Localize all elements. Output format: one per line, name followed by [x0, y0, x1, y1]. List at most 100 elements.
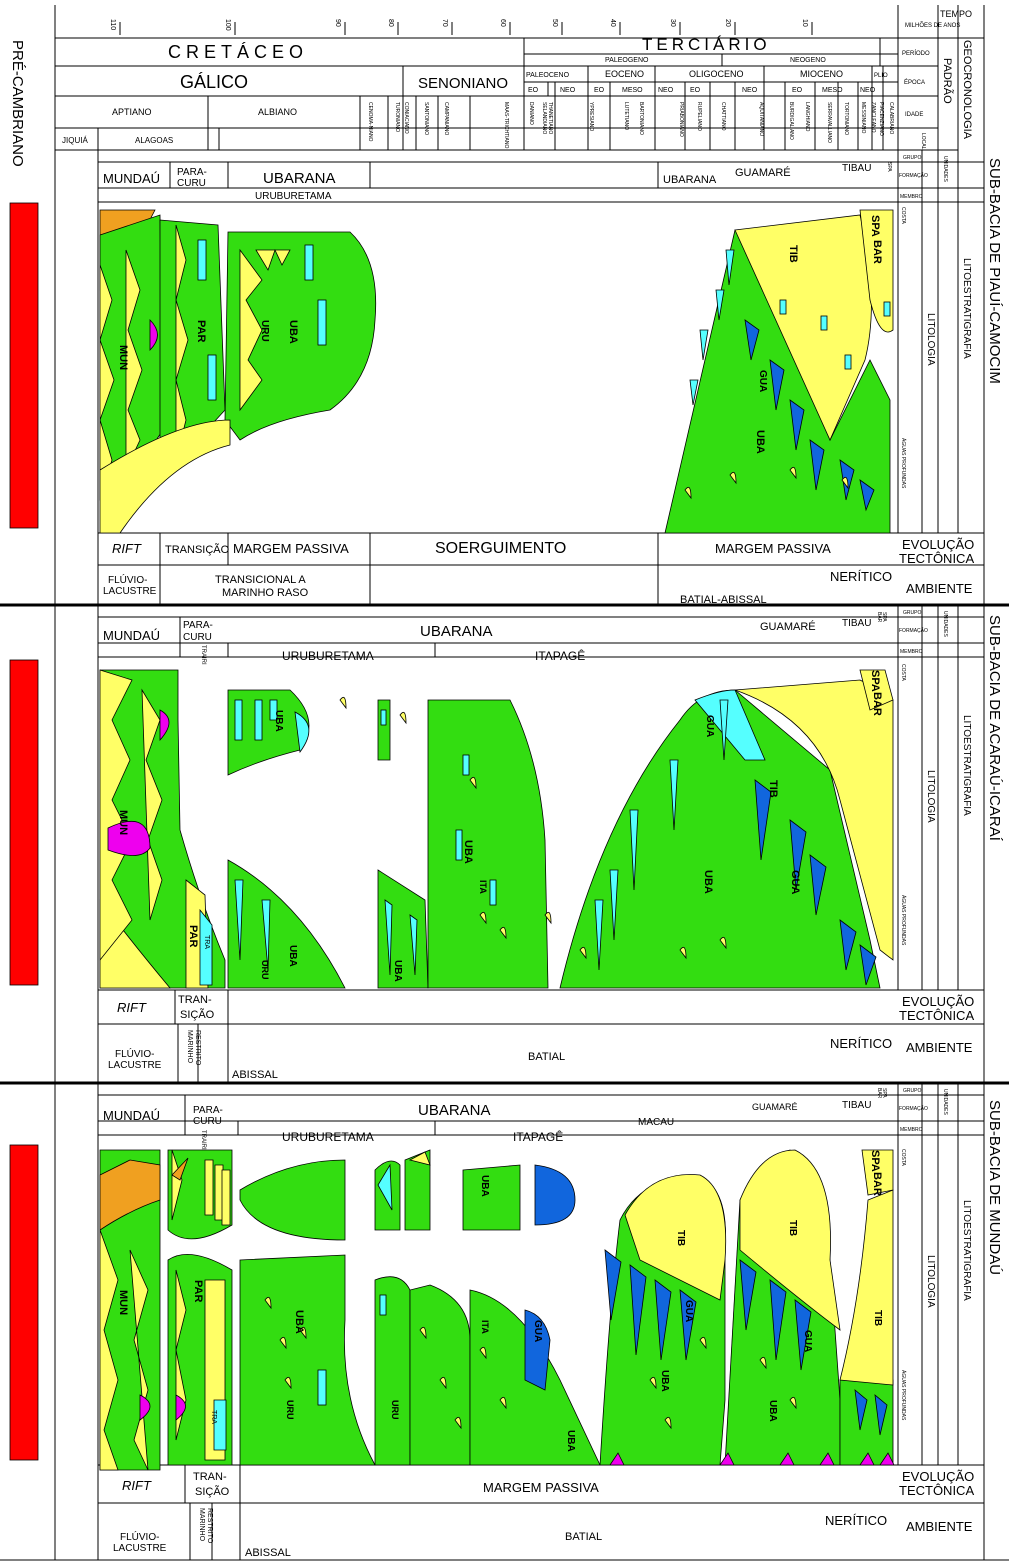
unit-label: SPA: [869, 670, 881, 692]
tectonics-label: MARGEM PASSIVA: [483, 1480, 599, 1495]
age-label: YPRESIANO: [588, 102, 594, 131]
environment-label: ABISSAL: [245, 1547, 291, 1559]
row-label-formacao: FORMAÇÃO: [899, 172, 928, 179]
formation-label: MUNDAÚ: [103, 1108, 160, 1123]
lithology-turbidite: [197, 239, 207, 281]
lithology-carbonate: [629, 1264, 647, 1356]
litho-label-litologia: LITOLOGIA: [925, 1255, 936, 1308]
lithology-evaporite: [719, 1452, 735, 1466]
unit-label: GUA: [789, 870, 801, 895]
epoch-oligoceno: OLIGOCENO: [689, 69, 744, 79]
environment-label: ABISSAL: [232, 1069, 278, 1081]
lithology-lens: [399, 711, 407, 725]
formation-label: SPA: [886, 162, 892, 172]
lithology-lens: [264, 1296, 272, 1310]
lithology-sandstone: [859, 209, 894, 333]
lithology-carbonate: [789, 399, 805, 451]
lithology-turbidite: [844, 354, 852, 370]
lithology-sandstone: [204, 1159, 214, 1216]
lithology-shale: [377, 699, 391, 761]
lithology-sandstone: [221, 1169, 231, 1226]
unit-label: UBA: [565, 1430, 576, 1452]
label-idade: IDADE: [905, 112, 923, 118]
formation-label: SPA: [881, 1088, 887, 1098]
litho-label-litoestratigrafia: LITOESTRATIGRAFIA: [961, 258, 972, 359]
row-label-membro: MEMBRO: [900, 1127, 923, 1133]
lithology-sandstone: [171, 1149, 183, 1221]
lithology-carbonate: [809, 439, 825, 491]
unit-label: GUA: [757, 370, 768, 392]
row-label-grupo: GRUPO: [903, 155, 921, 161]
litho-label-litologia: LITOLOGIA: [925, 770, 936, 823]
time-tick-label: 20: [724, 19, 731, 27]
time-header-1: TEMPO: [940, 9, 972, 19]
lithology-carbonate: [874, 1394, 888, 1436]
time-tick-label: 90: [334, 19, 341, 27]
lithology-shale: [839, 1379, 894, 1466]
panel-separators: [0, 603, 1009, 1085]
member-label: TRAIRI: [200, 1130, 206, 1150]
lithology-turbidite: [669, 759, 679, 831]
lithology-turbidite: [462, 754, 470, 776]
unit-label: PAR: [195, 320, 207, 342]
period-cretaceous: CRETÁCEO: [168, 42, 308, 62]
subperiod-paleogene: PALEOGENO: [605, 57, 649, 64]
lithology-sandstone: [408, 1151, 431, 1166]
environment-label: MARINHO RASO: [222, 587, 309, 599]
sub-epoch-label: NEO: [860, 87, 876, 94]
row-label-formacao: FORMAÇÃO: [899, 627, 928, 634]
unit-label: TRA: [210, 1410, 217, 1424]
time-tick-label: 70: [441, 19, 448, 27]
age-label: LUTETIANO: [623, 102, 629, 130]
litho-label-litologia: LITOLOGIA: [925, 313, 936, 366]
formation-label: UBARANA: [420, 623, 493, 640]
formation-label: PARA-: [193, 1105, 223, 1116]
environment-label: FLÚVIO-: [108, 573, 147, 586]
unit-label: ITA: [478, 880, 488, 894]
unit-label: PAR: [192, 1280, 204, 1302]
age-label: CALABRIANO: [888, 102, 894, 134]
lithology-sandstone: [861, 1149, 894, 1196]
lithology-carbonate: [524, 1309, 551, 1391]
lithology-turbidite: [455, 829, 463, 861]
unit-label: TIB: [787, 245, 799, 263]
unit-label: UBA: [767, 1400, 778, 1422]
lithology-turbidite: [594, 899, 604, 971]
panel-3: GRUPO FORMAÇÃO MEMBRO UNIDADES COSTA ÁGUAS PR…: [9, 1083, 1003, 1560]
lithology-turbidite: [883, 301, 891, 317]
lithology-turbidite: [719, 699, 729, 761]
age-label: THANETIANO: [547, 102, 553, 134]
label-padrao: PADRÃO: [941, 58, 954, 104]
formation-label: BAR: [876, 1088, 882, 1099]
lithology-lens: [759, 1356, 767, 1370]
age-label: CENOMA-NIANO: [367, 102, 373, 142]
environment-label: FLÚVIO-: [115, 1047, 154, 1060]
lithology-turbidite: [377, 1163, 393, 1211]
unit-label: SPA: [869, 1150, 881, 1172]
lithology-lens: [419, 1326, 427, 1340]
lithology-carbonate: [859, 944, 877, 986]
row-label-membro: MEMBRO: [900, 194, 923, 200]
member-label: URUBURETAMA: [282, 649, 374, 663]
unit-label: UBA: [659, 1370, 670, 1392]
lithology-carbonate: [739, 1259, 757, 1331]
lithology-carbonate: [654, 1279, 672, 1361]
formation-label: UBARANA: [263, 170, 336, 187]
formation-label: MUNDAÚ: [103, 171, 160, 186]
sub-epoch-label: EO: [792, 87, 803, 94]
lithology-alluvial-fan: [171, 1157, 189, 1181]
header-grid: [54, 5, 985, 1560]
lithology-lens: [719, 936, 727, 950]
lithology-evaporite: [159, 709, 170, 742]
tectonics-title-2: TECTÔNICA: [899, 1008, 974, 1023]
tectonics-label: RIFT: [122, 1478, 152, 1493]
litho-label-costa: COSTA: [900, 664, 906, 682]
time-tick-label: 60: [499, 19, 506, 27]
lithology-turbidite: [379, 1294, 387, 1316]
lithology-turbidite: [715, 289, 725, 321]
time-tick-label: 110: [109, 19, 116, 30]
lithology-turbidite: [489, 879, 497, 906]
basin-title: SUB-BACIA DE PIAUÍ-CAMOCIM: [986, 158, 1003, 384]
tectonics-title-1: EVOLUÇÃO: [902, 537, 974, 552]
